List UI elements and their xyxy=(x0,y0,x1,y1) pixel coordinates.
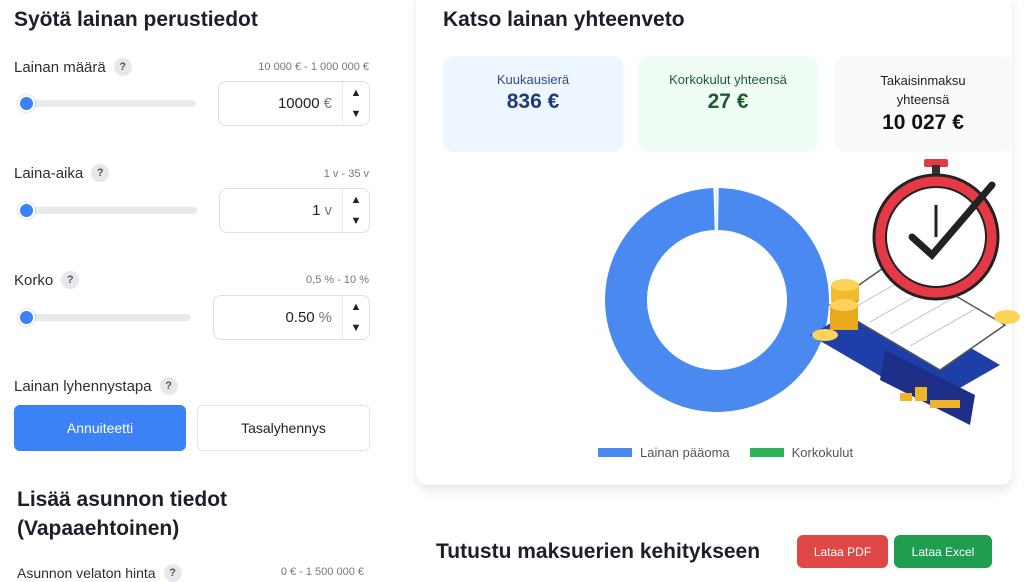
loan-term-value: 1 xyxy=(312,202,320,219)
increment-button[interactable]: ▲ xyxy=(351,87,362,99)
help-icon[interactable]: ? xyxy=(91,164,109,182)
interest-slider[interactable] xyxy=(20,314,191,321)
page-title: Syötä lainan perustiedot xyxy=(14,8,258,32)
summary-title: Katso lainan yhteenveto xyxy=(443,8,685,32)
legend-principal: Lainan pääoma xyxy=(598,445,730,460)
interest-text: Korko xyxy=(14,272,53,289)
loan-amount-value: 10000 xyxy=(278,95,320,112)
interest-total-card: Korkokulut yhteensä 27 € xyxy=(638,56,818,152)
card-label: Takaisinmaksu yhteensä xyxy=(864,71,982,109)
legend-label: Lainan pääoma xyxy=(640,445,730,460)
card-value: 10 027 € xyxy=(864,111,982,135)
increment-button[interactable]: ▲ xyxy=(351,194,362,206)
help-icon[interactable]: ? xyxy=(61,271,79,289)
slider-thumb[interactable] xyxy=(18,309,35,326)
legend-label: Korkokulut xyxy=(792,445,853,460)
payments-section-title: Tutustu maksuerien kehitykseen xyxy=(436,540,760,564)
stopwatch-icon xyxy=(874,159,998,299)
increment-button[interactable]: ▲ xyxy=(351,301,362,313)
decrement-button[interactable]: ▼ xyxy=(351,322,362,334)
card-value: 27 € xyxy=(638,90,818,114)
unit: v xyxy=(325,202,333,219)
unit: % xyxy=(319,309,332,326)
card-label: Kuukausierä xyxy=(443,72,623,87)
help-icon[interactable]: ? xyxy=(164,564,182,582)
decrement-button[interactable]: ▼ xyxy=(351,108,362,120)
method-text: Lainan lyhennystapa xyxy=(14,378,152,395)
unit: € xyxy=(324,95,332,112)
card-value: 836 € xyxy=(443,90,623,114)
interest-range: 0,5 % - 10 % xyxy=(306,274,369,286)
download-excel-button[interactable]: Lataa Excel xyxy=(894,535,992,568)
clock-calendar-illustration xyxy=(800,155,1024,445)
price-range: 0 € - 1 500 000 € xyxy=(281,566,364,578)
interest-input[interactable]: 0.50% ▲ ▼ xyxy=(213,295,370,340)
loan-amount-range: 10 000 € - 1 000 000 € xyxy=(258,61,369,73)
loan-term-range: 1 v - 35 v xyxy=(324,168,369,180)
annuity-button[interactable]: Annuiteetti xyxy=(14,405,186,451)
method-label: Lainan lyhennystapa? xyxy=(14,377,178,395)
help-icon[interactable]: ? xyxy=(160,377,178,395)
price-label: Asunnon velaton hinta? xyxy=(17,564,182,582)
download-pdf-button[interactable]: Lataa PDF xyxy=(797,535,888,568)
loan-amount-label: Lainan määrä? xyxy=(14,58,132,76)
slider-thumb[interactable] xyxy=(18,202,35,219)
loan-amount-input[interactable]: 10000€ ▲ ▼ xyxy=(218,81,370,126)
legend-interest: Korkokulut xyxy=(750,445,853,460)
loan-term-slider[interactable] xyxy=(20,207,197,214)
loan-term-text: Laina-aika xyxy=(14,165,83,182)
help-icon[interactable]: ? xyxy=(114,58,132,76)
card-label: Korkokulut yhteensä xyxy=(638,72,818,87)
price-text: Asunnon velaton hinta xyxy=(17,565,156,581)
slider-thumb[interactable] xyxy=(18,95,35,112)
loan-term-label: Laina-aika? xyxy=(14,164,109,182)
optional-section-title: Lisää asunnon tiedot (Vapaaehtoinen) xyxy=(17,485,277,543)
interest-label: Korko? xyxy=(14,271,79,289)
chart-legend: Lainan pääoma Korkokulut xyxy=(598,445,853,460)
interest-value: 0.50 xyxy=(285,309,314,326)
equal-principal-button[interactable]: Tasalyhennys xyxy=(197,405,370,451)
loan-amount-text: Lainan määrä xyxy=(14,59,106,76)
monthly-payment-card: Kuukausierä 836 € xyxy=(443,56,623,152)
loan-amount-slider[interactable] xyxy=(20,100,196,107)
decrement-button[interactable]: ▼ xyxy=(351,215,362,227)
